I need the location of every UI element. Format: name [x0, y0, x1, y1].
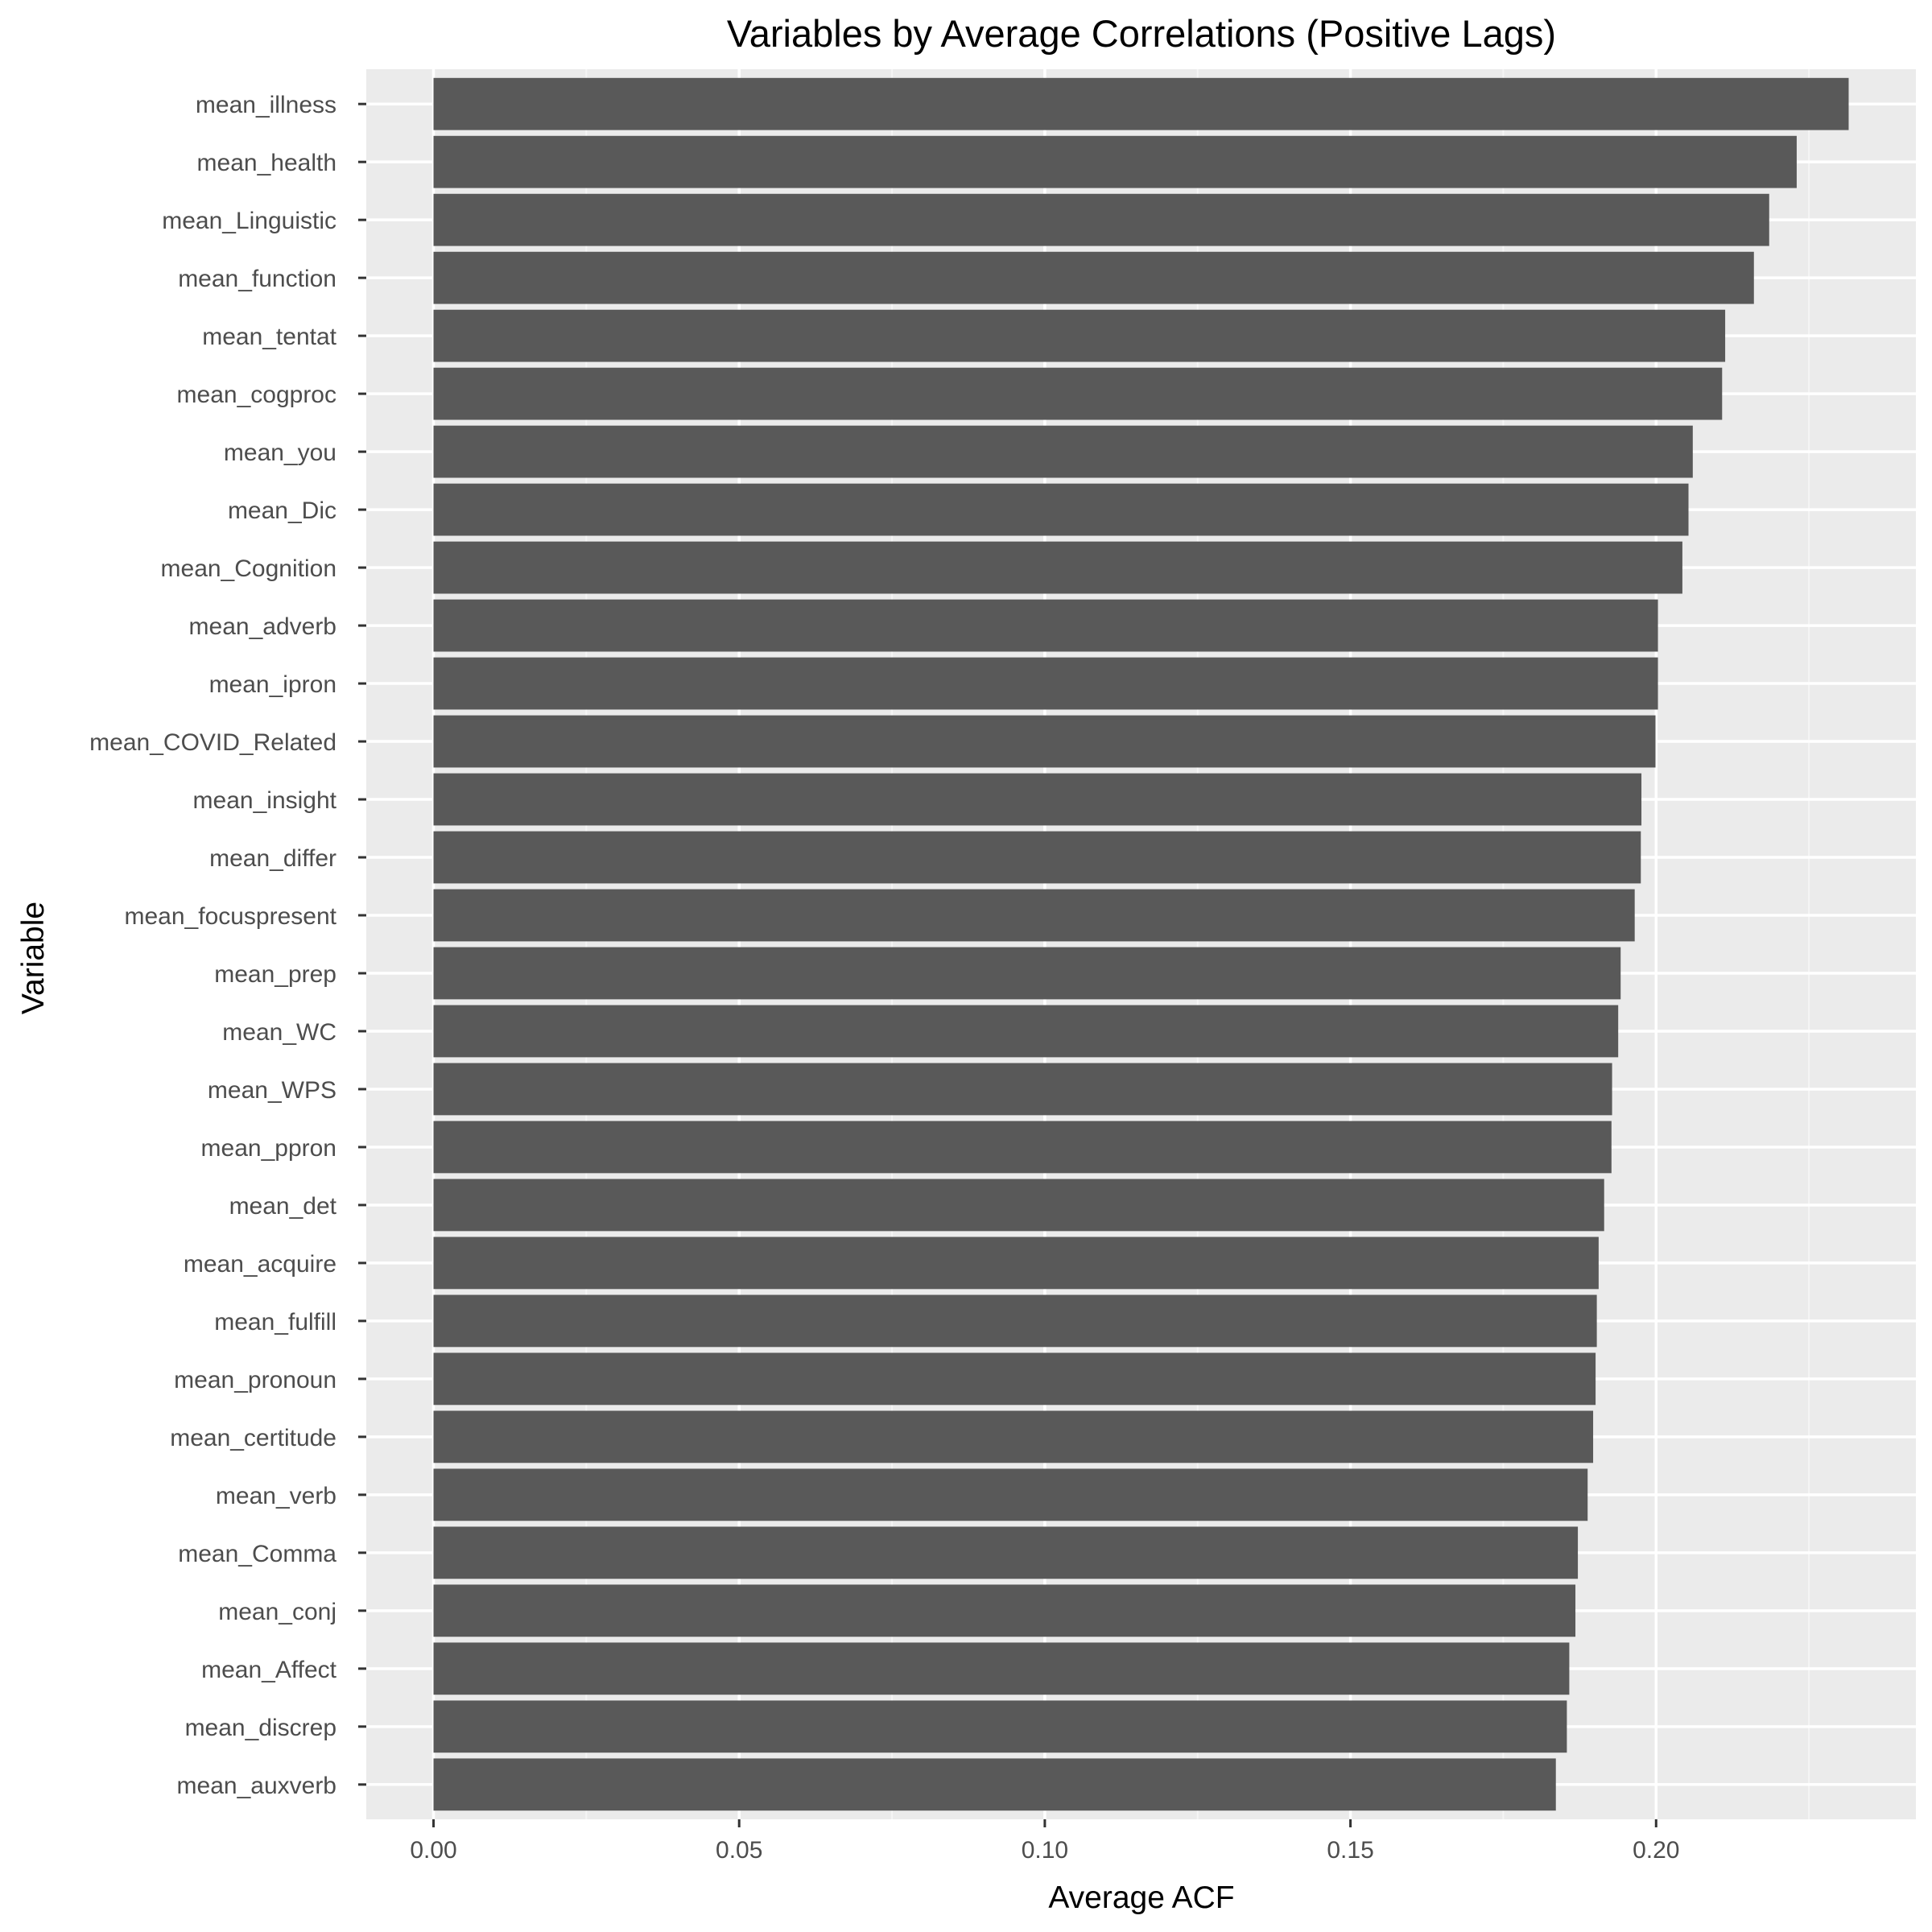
bar-mean_verb	[433, 1468, 1588, 1521]
bar-mean_WC	[433, 1005, 1619, 1058]
y-axis-title: Variable	[16, 902, 51, 1014]
bar-mean_you	[433, 425, 1693, 478]
y-tick-label: mean_discrep	[185, 1715, 336, 1741]
x-tick-label: 0.05	[716, 1837, 762, 1864]
bar-mean_cogproc	[433, 367, 1723, 420]
x-tick-label: 0.15	[1327, 1837, 1373, 1864]
y-tick-label: mean_function	[178, 266, 336, 292]
y-tick-label: mean_COVID_Related	[89, 729, 336, 756]
y-tick-label: mean_prep	[214, 961, 336, 988]
bar-mean_Dic	[433, 483, 1689, 536]
x-tick-label: 0.00	[410, 1837, 456, 1864]
bar-mean_ppron	[433, 1121, 1612, 1174]
bar-mean_Comma	[433, 1526, 1579, 1579]
bar-mean_adverb	[433, 599, 1658, 652]
bar-mean_insight	[433, 773, 1642, 826]
bar-mean_differ	[433, 831, 1641, 884]
bar-mean_auxverb	[433, 1758, 1556, 1811]
bar-mean_acquire	[433, 1236, 1599, 1290]
y-tick-label: mean_differ	[209, 845, 336, 872]
y-tick-label: mean_det	[229, 1193, 337, 1220]
bar-mean_prep	[433, 947, 1621, 1000]
bar-mean_certitude	[433, 1410, 1594, 1463]
y-tick-label: mean_Affect	[201, 1657, 337, 1683]
y-tick-label: mean_ipron	[209, 671, 336, 698]
x-tick-label: 0.10	[1022, 1837, 1068, 1864]
y-tick-label: mean_Dic	[228, 497, 336, 524]
bar-mean_Linguistic	[433, 193, 1769, 246]
y-tick-label: mean_verb	[216, 1483, 336, 1509]
y-tick-label: mean_health	[197, 150, 336, 176]
y-tick-label: mean_you	[224, 440, 336, 466]
x-axis-title: Average ACF	[1048, 1880, 1234, 1915]
bar-mean_det	[433, 1179, 1604, 1232]
bar-mean_Cognition	[433, 541, 1682, 594]
bar-mean_illness	[433, 77, 1849, 130]
bar-mean_discrep	[433, 1700, 1567, 1753]
y-tick-label: mean_WPS	[208, 1077, 336, 1104]
y-tick-label: mean_auxverb	[177, 1773, 336, 1799]
bar-mean_focuspresent	[433, 889, 1635, 942]
x-axis: 0.00 0.05 0.10 0.15 0.20	[410, 1819, 1679, 1864]
bar-mean_COVID_Related	[433, 715, 1656, 768]
bar-mean_WPS	[433, 1063, 1612, 1116]
y-tick-label: mean_insight	[193, 787, 337, 814]
y-tick-label: mean_certitude	[170, 1425, 336, 1451]
y-tick-label: mean_pronoun	[174, 1367, 336, 1393]
y-tick-label: mean_Cognition	[161, 555, 336, 582]
y-tick-label: mean_Linguistic	[162, 208, 336, 234]
y-tick-label: mean_adverb	[189, 613, 336, 640]
chart-title: Variables by Average Correlations (Posit…	[727, 12, 1556, 55]
y-tick-label: mean_Comma	[178, 1541, 336, 1567]
bar-mean_health	[433, 135, 1797, 188]
bar-mean_ipron	[433, 657, 1658, 710]
bar-mean_pronoun	[433, 1352, 1596, 1406]
bars	[433, 77, 1849, 1811]
bar-mean_conj	[433, 1584, 1576, 1637]
y-tick-label: mean_WC	[222, 1019, 336, 1046]
y-tick-label: mean_focuspresent	[125, 903, 337, 930]
y-tick-label: mean_illness	[196, 92, 336, 118]
y-tick-label: mean_cogproc	[177, 382, 336, 408]
x-tick-label: 0.20	[1633, 1837, 1679, 1864]
bar-mean_tentat	[433, 309, 1726, 362]
y-tick-label: mean_ppron	[201, 1135, 336, 1162]
y-tick-label: mean_fulfill	[214, 1309, 336, 1335]
bar-mean_fulfill	[433, 1294, 1597, 1348]
bar-mean_Affect	[433, 1642, 1570, 1695]
y-axis: mean_illness mean_health mean_Linguisticme…	[89, 92, 366, 1799]
y-tick-label: mean_acquire	[184, 1251, 336, 1278]
bar-mean_function	[433, 251, 1754, 304]
y-tick-label: mean_tentat	[202, 324, 336, 350]
y-tick-label: mean_conj	[218, 1599, 336, 1625]
